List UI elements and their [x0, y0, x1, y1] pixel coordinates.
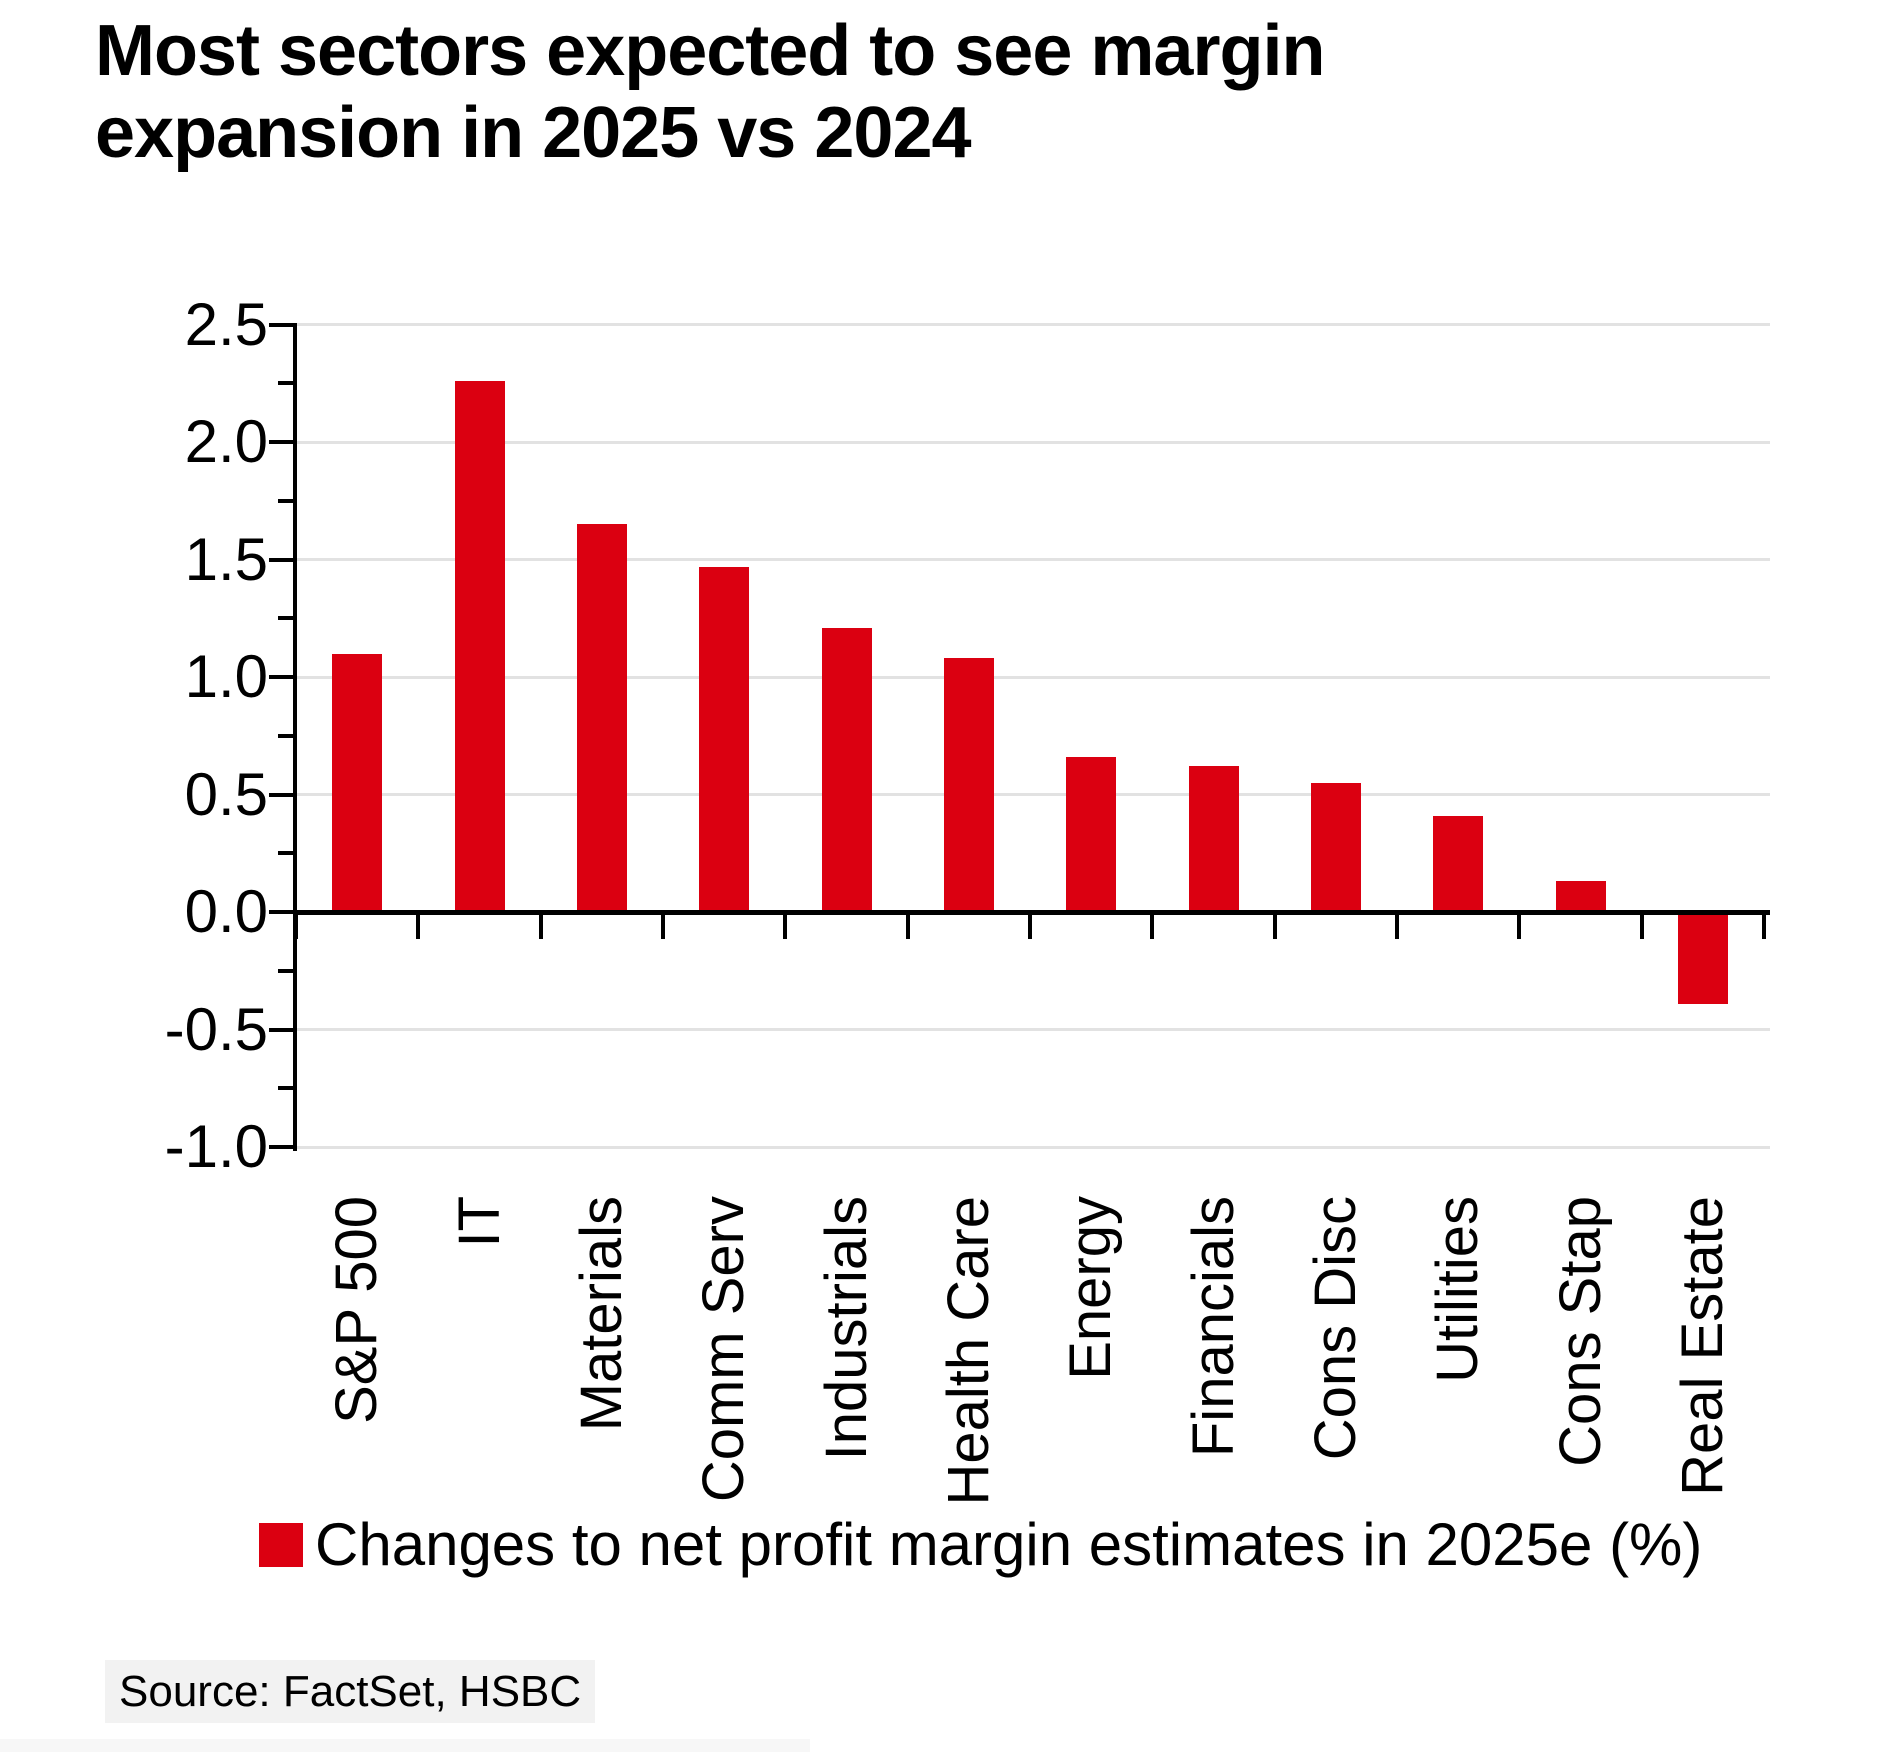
- gridline: [297, 1028, 1770, 1031]
- y-tick-label: 2.5: [184, 290, 268, 358]
- y-major-tick: [269, 322, 293, 327]
- y-major-tick: [269, 675, 293, 679]
- gridline: [297, 558, 1770, 561]
- x-tick: [1272, 912, 1277, 939]
- x-tick: [294, 912, 298, 939]
- x-tick: [416, 912, 421, 939]
- chart-title: Most sectors expected to see margin expa…: [95, 10, 1325, 174]
- y-major-tick: [269, 1145, 293, 1149]
- x-tick: [1517, 912, 1522, 939]
- x-tick: [1027, 912, 1032, 939]
- bar-utilities: [1433, 815, 1484, 912]
- bar-energy: [1066, 756, 1117, 912]
- x-tick: [538, 912, 543, 939]
- y-tick-label: -1.0: [164, 1113, 268, 1180]
- x-tick: [783, 912, 788, 939]
- bar-s-p-500: [332, 653, 383, 912]
- bar-comm-serv: [699, 566, 750, 912]
- y-tick-label: 1.0: [184, 643, 268, 710]
- y-major-tick: [269, 1027, 293, 1032]
- x-tick: [1150, 912, 1155, 939]
- y-minor-tick: [278, 851, 293, 856]
- y-tick-label: 0.5: [184, 760, 268, 828]
- y-minor-tick: [278, 1086, 293, 1091]
- bar-materials: [576, 524, 627, 912]
- chart-title-line-2: expansion in 2025 vs 2024: [95, 93, 972, 173]
- bar-real-estate: [1677, 912, 1728, 1004]
- y-major-tick: [269, 557, 293, 562]
- bar-cons-disc: [1310, 782, 1361, 912]
- x-tick: [1394, 912, 1399, 939]
- gridline: [297, 793, 1770, 796]
- gridline: [297, 1145, 1770, 1149]
- legend-label: Changes to net profit margin estimates i…: [315, 1511, 1703, 1578]
- x-tick: [660, 912, 665, 939]
- bar-financials: [1188, 766, 1239, 912]
- footer-strip: [0, 1739, 810, 1752]
- bar-cons-stap: [1555, 881, 1606, 912]
- y-major-tick: [269, 440, 293, 444]
- y-axis: [293, 322, 297, 1151]
- y-tick-label: 2.0: [184, 408, 268, 475]
- legend-swatch: [259, 1523, 303, 1567]
- y-minor-tick: [278, 616, 293, 621]
- bar-health-care: [943, 658, 994, 912]
- chart-title-line-1: Most sectors expected to see margin: [95, 11, 1325, 91]
- y-tick-label: 1.5: [184, 525, 268, 593]
- source-note: Source: FactSet, HSBC: [105, 1660, 596, 1723]
- y-minor-tick: [278, 381, 293, 386]
- y-minor-tick: [278, 968, 293, 973]
- gridline: [297, 675, 1770, 679]
- gridline: [297, 440, 1770, 444]
- y-tick-label: 0.0: [184, 878, 268, 945]
- x-tick: [1639, 912, 1644, 939]
- x-axis-zero-line: [297, 910, 1770, 915]
- y-tick-label: -0.5: [164, 995, 268, 1063]
- y-major-tick: [269, 910, 293, 914]
- y-minor-tick: [278, 733, 293, 738]
- x-tick: [1761, 912, 1766, 939]
- gridline: [297, 323, 1770, 326]
- y-minor-tick: [278, 498, 293, 503]
- y-major-tick: [269, 792, 293, 797]
- x-tick: [905, 912, 910, 939]
- bar-industrials: [821, 627, 872, 912]
- legend: Changes to net profit margin estimates i…: [259, 1512, 1702, 1578]
- bar-it: [454, 380, 505, 912]
